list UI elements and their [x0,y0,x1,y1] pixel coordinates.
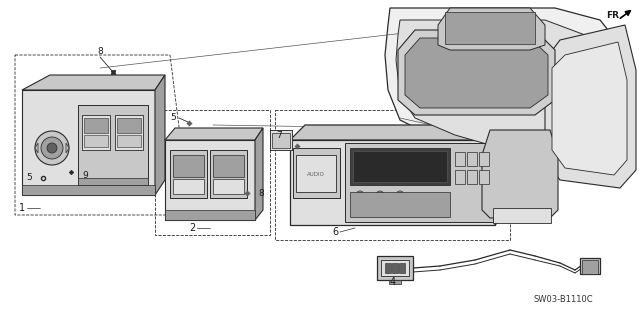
Polygon shape [377,256,413,280]
Text: 9: 9 [82,170,88,180]
Bar [479,152,489,166]
Bar [82,115,110,150]
Bar [493,208,551,223]
Bar [115,115,143,150]
Bar [117,135,141,147]
Bar [173,155,204,177]
Polygon shape [35,143,38,153]
Polygon shape [350,148,450,185]
Bar [445,12,535,44]
Circle shape [356,191,364,199]
Bar [467,170,477,184]
Bar [213,179,244,194]
Polygon shape [22,75,165,90]
Polygon shape [255,128,263,220]
Polygon shape [165,140,255,220]
Circle shape [376,191,384,199]
Polygon shape [398,30,555,115]
Text: 6: 6 [332,227,338,237]
Bar [385,263,391,273]
Polygon shape [290,140,495,225]
Polygon shape [389,280,401,284]
Polygon shape [438,8,545,50]
Bar [455,170,465,184]
Bar [173,179,204,194]
Polygon shape [545,25,636,188]
Text: 1: 1 [19,203,25,213]
Polygon shape [353,151,447,182]
Bar [84,118,108,133]
Bar [170,150,207,198]
Bar [392,263,398,273]
Polygon shape [381,260,409,276]
Polygon shape [165,128,263,140]
Polygon shape [405,38,548,108]
Text: 4: 4 [390,277,396,287]
Polygon shape [345,143,493,222]
Circle shape [35,131,69,165]
Bar [350,192,450,217]
Bar [479,170,489,184]
Polygon shape [66,143,69,153]
Polygon shape [22,90,155,195]
Circle shape [47,143,57,153]
Circle shape [41,137,63,159]
Bar [582,260,598,274]
Text: FR.: FR. [605,11,622,19]
Text: 7: 7 [276,131,282,140]
Bar [270,130,292,150]
Polygon shape [270,130,292,150]
Text: 8: 8 [97,48,103,56]
Bar [399,263,405,273]
Bar [22,185,155,195]
Bar [467,152,477,166]
Bar [78,178,148,185]
Polygon shape [482,130,558,218]
Bar [84,135,108,147]
Polygon shape [293,148,340,198]
Polygon shape [396,20,610,150]
Text: AUDIO: AUDIO [307,172,325,176]
Polygon shape [385,8,628,165]
Polygon shape [272,133,290,148]
Text: 8: 8 [258,189,264,197]
Bar [165,210,255,220]
Polygon shape [155,75,165,195]
Bar [117,118,141,133]
Polygon shape [296,155,336,192]
Text: 5: 5 [26,174,32,182]
Bar [213,155,244,177]
Bar [78,105,148,185]
Circle shape [396,191,404,199]
Text: 2: 2 [189,223,195,233]
Bar [455,152,465,166]
Polygon shape [580,258,600,274]
Text: 5: 5 [170,114,176,122]
Polygon shape [552,42,627,175]
Text: SW03-B1110C: SW03-B1110C [533,294,593,303]
Bar [210,150,247,198]
Polygon shape [495,125,508,225]
Polygon shape [290,125,508,140]
